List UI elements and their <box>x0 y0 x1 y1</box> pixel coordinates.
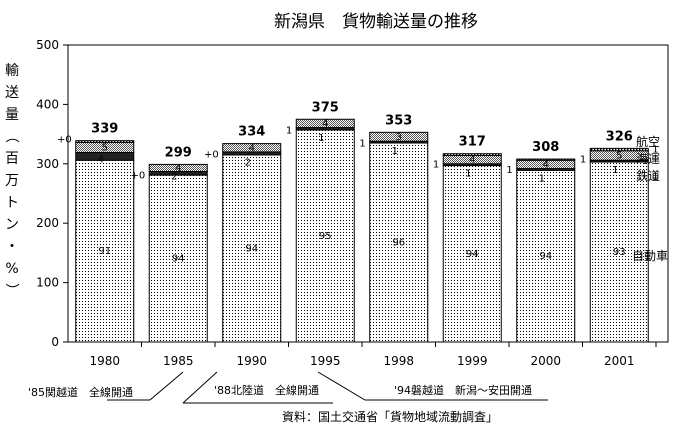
x-category-label: 1999 <box>457 354 488 368</box>
segment-label-rail: 2 <box>245 157 251 168</box>
legend-rail: 鉄道 <box>636 168 660 183</box>
source-note: 資料：国土交通省「貨物地域流動調査」 <box>282 409 498 424</box>
bar-segment-航空 <box>75 140 135 143</box>
legend-car: 自動車 <box>632 249 668 263</box>
segment-label-air: 1 <box>580 154 586 165</box>
segment-label-rail: 1 <box>392 146 398 157</box>
bar-segment-航空 <box>589 147 649 152</box>
segment-label-rail: 1 <box>539 173 545 184</box>
bar-total-label: 308 <box>532 140 559 155</box>
plot-frame <box>67 44 669 343</box>
segment-label-car: 94 <box>539 251 552 262</box>
segment-label-air: 1 <box>433 160 439 171</box>
bar-segment-自動車 <box>516 169 576 343</box>
x-category-label: 1980 <box>89 354 120 368</box>
segment-label-rail: 1 <box>612 165 618 176</box>
segment-label-ship: 5 <box>616 150 622 161</box>
x-category-label: 2001 <box>604 354 635 368</box>
legend-ship: 海運 <box>636 151 660 166</box>
segment-label-rail: 1 <box>465 169 471 180</box>
bar-total-label: 326 <box>606 129 633 144</box>
right-air-value: 1 <box>652 144 658 155</box>
y-axis-label-char: ） <box>3 283 19 297</box>
annotation-line-1985-diag <box>149 371 184 401</box>
segment-label-air: 1 <box>506 165 512 176</box>
segment-label-air: +0 <box>204 150 219 161</box>
y-axis-label-char: % <box>5 261 18 277</box>
segment-label-car: 94 <box>245 243 258 254</box>
bar-segment-自動車 <box>295 129 355 343</box>
y-axis-label-char: ト <box>5 195 19 211</box>
y-tick-label: 200 <box>36 216 59 230</box>
y-tick-label: 0 <box>51 335 59 349</box>
annotation-1985: '85関越道 全線開通 <box>28 385 133 399</box>
segment-label-car: 91 <box>98 246 111 257</box>
segment-label-ship: 4 <box>469 155 475 166</box>
y-axis-label-char: 輸 <box>5 63 19 79</box>
bar-total-label: 339 <box>91 122 118 137</box>
segment-label-rail: 1 <box>318 133 324 144</box>
bar-segment-海運 <box>222 143 282 153</box>
annotation-1994: '94磐越道 新潟～安田開通 <box>394 383 532 397</box>
x-category-label: 1995 <box>310 354 341 368</box>
bar-segment-航空 <box>442 153 502 156</box>
bar-total-label: 299 <box>165 145 192 160</box>
bar-segment-海運 <box>148 163 208 173</box>
bar-segment-海運 <box>295 118 355 129</box>
bar-segment-航空 <box>516 158 576 161</box>
segment-label-air: +0 <box>57 135 72 146</box>
y-tick-label: 100 <box>36 276 59 290</box>
annotation-line-1994-diag <box>317 371 366 401</box>
bar-segment-自動車 <box>589 161 649 343</box>
bar-total-label: 353 <box>385 113 412 128</box>
y-axis-label-char: 量 <box>5 107 19 123</box>
y-tick-label: 300 <box>36 157 59 171</box>
segment-label-ship: 4 <box>249 143 255 154</box>
y-tick-label: 400 <box>36 97 59 111</box>
x-category-label: 2000 <box>530 354 561 368</box>
bar-segment-自動車 <box>369 142 429 343</box>
y-axis-label-char: 万 <box>5 173 19 189</box>
y-axis-label-char: 百 <box>5 151 19 167</box>
segment-label-air: 1 <box>359 138 365 149</box>
bar-segment-自動車 <box>442 165 502 343</box>
bar-total-label: 375 <box>312 100 339 115</box>
y-axis-label-char: 送 <box>5 85 19 101</box>
right-rail-value: 1 <box>652 172 658 183</box>
x-category-label: 1990 <box>236 354 267 368</box>
y-tick-label: 500 <box>36 38 59 52</box>
annotation-lines <box>107 371 548 404</box>
y-axis-label-char: （ <box>3 129 19 143</box>
segment-label-car: 93 <box>613 247 626 258</box>
y-axis-label-char: ・ <box>5 239 19 255</box>
segment-label-car: 94 <box>172 254 185 265</box>
bar-total-label: 317 <box>459 135 486 150</box>
segment-label-car: 96 <box>392 238 405 249</box>
segment-label-rail: 2 <box>171 171 177 182</box>
annotation-1988: '88北陸道 全線開通 <box>214 383 319 397</box>
segment-label-car: 95 <box>319 231 332 242</box>
segment-label-ship: 3 <box>396 132 402 143</box>
x-category-label: 1998 <box>383 354 414 368</box>
bar-segment-鉄道 <box>75 152 135 161</box>
bar-segment-海運 <box>369 131 429 142</box>
segment-label-ship: 4 <box>175 163 181 174</box>
annotation-line-1988-diag <box>182 371 218 404</box>
bar-total-label: 334 <box>238 125 265 140</box>
segment-label-ship: 4 <box>322 118 328 129</box>
plot-area: 01002003004005003399145+019802999424+019… <box>36 38 669 368</box>
segment-label-air: +0 <box>131 170 146 181</box>
bar-segment-自動車 <box>148 174 208 343</box>
segment-label-ship: 4 <box>543 159 549 170</box>
segment-label-rail: 4 <box>98 154 104 165</box>
chart-title: 新潟県 貨物輸送量の推移 <box>274 12 478 32</box>
x-category-label: 1985 <box>163 354 194 368</box>
segment-label-car: 94 <box>466 249 479 260</box>
segment-label-ship: 5 <box>102 142 108 153</box>
segment-label-air: 1 <box>286 125 292 136</box>
y-axis-label-char: ン <box>5 217 19 233</box>
legend-air: 航空 <box>636 134 660 149</box>
